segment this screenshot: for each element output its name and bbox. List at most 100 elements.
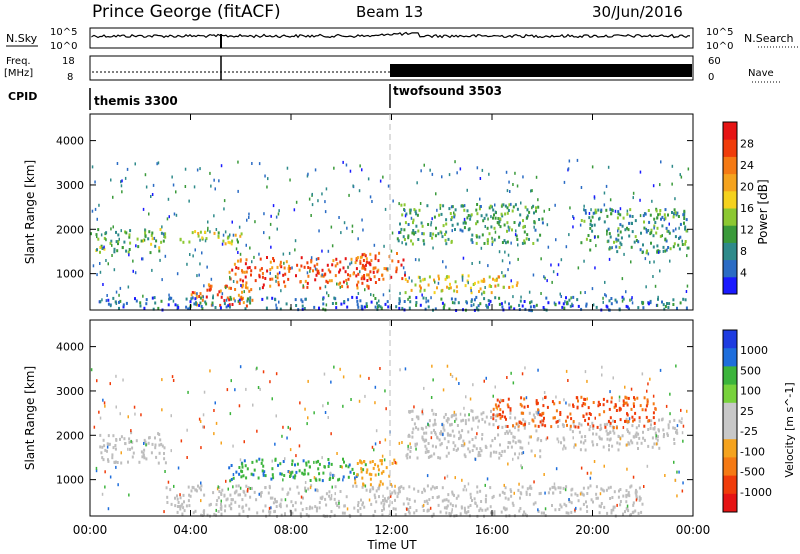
velocity-cell [506,425,509,428]
power-cell [429,234,432,237]
velocity-cell [565,401,567,405]
velocity-cell [518,482,520,486]
power-cell [206,265,208,269]
power-cell [398,202,400,206]
velocity-cell [610,400,613,404]
velocity-cell [327,458,330,461]
power-cell [437,281,440,285]
power-cell [501,241,504,244]
velocity-cell [354,481,357,485]
power-cell [545,296,548,300]
velocity-cell [652,402,655,406]
power-cell [182,240,185,244]
power-cell [338,270,341,274]
noise-trace [91,31,691,39]
velocity-cell [141,455,144,459]
velocity-cell [431,444,434,448]
velocity-cell [576,405,579,409]
power-cell [441,301,444,305]
velocity-cell [332,473,335,477]
power-cell [143,306,146,310]
velocity-cell [107,507,110,511]
power-cell [148,212,150,216]
velocity-cell [300,495,303,499]
velocity-cell [500,454,503,457]
velocity-cell [528,435,531,439]
power-cell [279,263,282,267]
velocity-cell [142,451,145,455]
velocity-cell [379,480,382,484]
velocity-cell [590,471,592,475]
velocity-cell [686,409,688,413]
power-cell [399,222,401,226]
power-cell [631,230,634,234]
power-cell [657,249,660,253]
power-cell [339,260,342,264]
power-cell [237,189,239,193]
power-cell [315,268,318,272]
power-cell [619,241,622,245]
power-cell [593,223,596,227]
power-cell [342,160,344,164]
power-cell [370,259,373,263]
power-cell [489,299,492,303]
power-cell [506,189,509,193]
power-cell [403,238,406,241]
power-cell [306,285,309,289]
velocity-cell [365,470,368,474]
velocity-cell [580,440,582,444]
power-cell [402,235,405,239]
velocity-cell [592,443,595,447]
power-cell [438,277,440,281]
power-cell [105,231,108,235]
velocity-cell [499,413,502,417]
velocity-cell [675,428,678,432]
velocity-cell [680,421,683,424]
power-cell [533,211,535,215]
velocity-cell [322,404,324,408]
power-cell [250,288,253,292]
power-cell [152,307,155,311]
velocity-cell [442,433,444,437]
nave-tick-top: 60 [708,56,721,67]
velocity-cell [433,486,436,490]
velocity-cell [627,420,630,424]
power-cell [649,260,651,264]
power-cell [491,242,493,246]
velocity-cell [521,485,524,489]
power-cell [349,169,352,173]
power-cell [347,265,349,269]
velocity-cell [414,442,417,446]
power-cell [334,274,337,278]
power-cell [278,300,280,304]
velocity-cell [245,484,248,488]
power-cell [233,262,236,266]
power-cell [333,296,336,300]
power-cell [103,236,106,240]
velocity-cell [163,510,165,514]
velocity-cell [381,509,384,512]
velocity-cell [574,492,577,496]
power-cell [571,302,573,306]
velocity-cell [221,488,224,492]
power-cell [429,168,431,172]
velocity-cell [115,374,117,378]
power-cell [538,218,541,221]
power-cell [288,264,291,268]
power-cell [248,216,250,219]
velocity-cell [417,427,420,431]
velocity-cell [619,437,622,441]
power-cell [359,255,362,259]
velocity-cell [416,442,418,446]
velocity-cell [469,504,472,507]
velocity-cell [424,444,427,448]
velocity-cell [370,473,373,477]
velocity-cell [551,400,554,404]
velocity-cell [430,454,433,458]
velocity-cell [296,462,299,466]
velocity-cell [492,494,495,498]
velocity-cell [422,438,425,442]
power-cell [560,258,563,262]
power-cell [460,204,463,208]
